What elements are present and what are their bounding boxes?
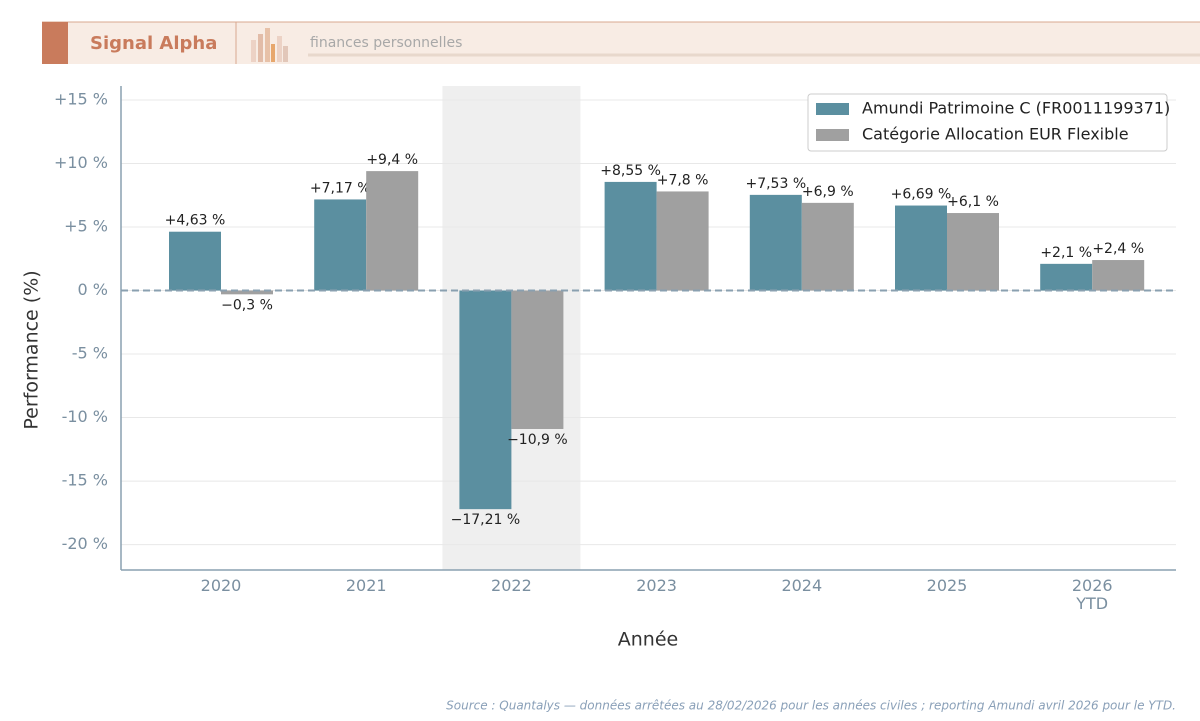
- value-label: +2,4 %: [1092, 241, 1144, 257]
- x-tick-label: 2025: [926, 576, 968, 595]
- legend-swatch: [816, 129, 849, 141]
- bar: [1040, 263, 1093, 291]
- bar: [1092, 260, 1145, 291]
- y-tick-label: -20 %: [62, 534, 108, 553]
- brand-tagline: finances personnelles: [310, 35, 462, 51]
- y-tick-label: -5 %: [72, 344, 108, 363]
- bar: [749, 194, 802, 291]
- brand-name: Signal Alpha: [90, 33, 217, 54]
- bar: [895, 205, 947, 291]
- value-label: +7,8 %: [657, 172, 709, 188]
- value-label: +6,9 %: [802, 184, 854, 200]
- bar: [656, 191, 709, 291]
- legend-swatch: [816, 103, 849, 115]
- legend-label: Catégorie Allocation EUR Flexible: [862, 125, 1129, 144]
- value-label: +9,4 %: [366, 152, 418, 168]
- bar: [366, 171, 419, 291]
- bar: [604, 181, 657, 291]
- y-tick-label: -10 %: [62, 407, 108, 426]
- x-tick-label: 2024: [781, 576, 823, 595]
- bar: [459, 290, 512, 510]
- value-label: +2,1 %: [1040, 245, 1092, 261]
- y-tick-label: +15 %: [54, 89, 108, 108]
- value-label: +7,53 %: [745, 176, 806, 192]
- bar: [169, 231, 221, 291]
- legend-box: [807, 93, 1168, 152]
- value-label: +8,55 %: [600, 163, 661, 179]
- value-label: +6,1 %: [947, 194, 999, 210]
- bar: [947, 213, 999, 291]
- x-tick-label: 2021: [345, 576, 387, 595]
- value-label: −17,21 %: [451, 512, 521, 528]
- x-tick-label: 2020: [200, 576, 242, 595]
- header-block: [42, 22, 68, 64]
- y-axis-label: Performance (%): [21, 270, 43, 429]
- header-icon: [251, 28, 288, 62]
- y-tick-label: -15 %: [62, 471, 108, 490]
- x-axis-label: Année: [618, 629, 678, 651]
- value-label: −10,9 %: [507, 432, 568, 448]
- header-bar: [42, 22, 1200, 64]
- value-label: +4,63 %: [165, 213, 226, 229]
- x-tick-label: 2023: [636, 576, 677, 595]
- bar: [314, 199, 367, 291]
- value-label: −0,3 %: [221, 297, 273, 313]
- source-note: Source : Quantalys — données arrêtées au…: [446, 699, 1176, 713]
- value-label: +7,17 %: [310, 180, 371, 196]
- value-label: +6,69 %: [891, 187, 952, 203]
- bar: [221, 290, 273, 295]
- y-tick-label: 0 %: [78, 280, 108, 299]
- y-tick-label: +5 %: [64, 217, 108, 236]
- x-tick-label: 2026 YTD: [1071, 576, 1113, 613]
- x-tick-label: 2022: [491, 576, 532, 595]
- y-tick-label: +10 %: [54, 153, 108, 172]
- legend: Amundi Patrimoine C (FR0011199371) Catégo…: [807, 93, 1170, 152]
- bar: [801, 202, 854, 291]
- legend-label: Amundi Patrimoine C (FR0011199371): [862, 99, 1170, 118]
- bar: [511, 290, 564, 429]
